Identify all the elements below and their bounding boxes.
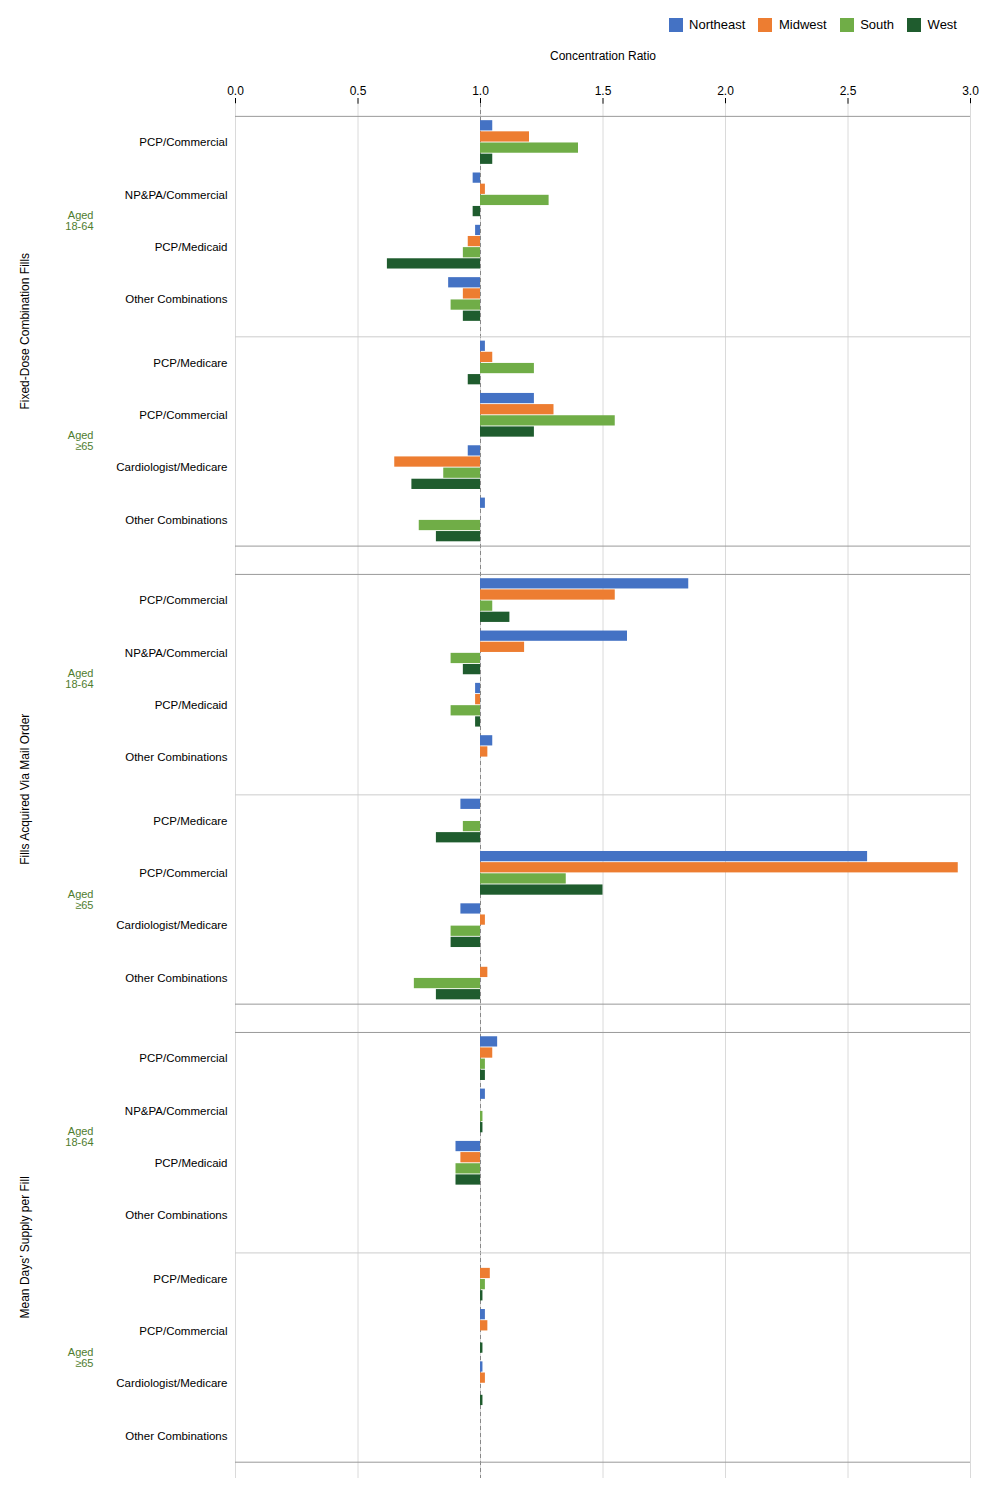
- svg-text:PCP/Commercial: PCP/Commercial: [139, 1325, 227, 1337]
- svg-text:PCP/Medicaid: PCP/Medicaid: [155, 1156, 228, 1168]
- svg-text:3.0: 3.0: [962, 83, 979, 97]
- svg-text:1.0: 1.0: [472, 83, 489, 97]
- html-text:South: South: [860, 17, 895, 32]
- svg-text:PCP/Medicaid: PCP/Medicaid: [155, 240, 228, 252]
- svg-text:PCP/Commercial: PCP/Commercial: [139, 867, 227, 879]
- svg-text:Aged≥65: Aged≥65: [68, 887, 94, 910]
- html-text:Northeast: Northeast: [689, 17, 746, 32]
- svg-text:Other Combinations: Other Combinations: [125, 1429, 228, 1441]
- svg-text:Aged≥65: Aged≥65: [68, 1345, 94, 1368]
- svg-text:NP&PA/Commercial: NP&PA/Commercial: [125, 646, 228, 658]
- svg-text:Aged18-64: Aged18-64: [65, 667, 93, 690]
- svg-text:Fixed-Dose Combination Fills: Fixed-Dose Combination Fills: [18, 252, 32, 409]
- html-text:West: West: [927, 17, 957, 32]
- svg-text:Cardiologist/Medicare: Cardiologist/Medicare: [116, 461, 227, 473]
- svg-text:PCP/Commercial: PCP/Commercial: [139, 408, 227, 420]
- svg-text:Aged≥65: Aged≥65: [68, 429, 94, 452]
- svg-text:PCP/Commercial: PCP/Commercial: [139, 594, 227, 606]
- svg-text:PCP/Medicare: PCP/Medicare: [153, 356, 227, 368]
- svg-text:Aged18-64: Aged18-64: [65, 1125, 93, 1148]
- svg-text:Other Combinations: Other Combinations: [125, 293, 228, 305]
- svg-text:Concentration Ratio: Concentration Ratio: [550, 49, 656, 63]
- svg-text:1.5: 1.5: [595, 83, 612, 97]
- svg-text:NP&PA/Commercial: NP&PA/Commercial: [125, 1104, 228, 1116]
- svg-text:Aged18-64: Aged18-64: [65, 209, 93, 232]
- svg-text:PCP/Medicare: PCP/Medicare: [153, 1272, 227, 1284]
- svg-text:2.5: 2.5: [840, 83, 857, 97]
- svg-text:NP&PA/Commercial: NP&PA/Commercial: [125, 188, 228, 200]
- svg-text:Other Combinations: Other Combinations: [125, 751, 228, 763]
- svg-text:Mean Days’ Supply per Fill: Mean Days’ Supply per Fill: [18, 1176, 32, 1318]
- svg-text:Cardiologist/Medicare: Cardiologist/Medicare: [116, 919, 227, 931]
- svg-text:Other Combinations: Other Combinations: [125, 1209, 228, 1221]
- html-text:Midwest: Midwest: [778, 17, 827, 32]
- svg-text:PCP/Medicaid: PCP/Medicaid: [155, 698, 228, 710]
- svg-text:Other Combinations: Other Combinations: [125, 513, 228, 525]
- svg-text:PCP/Commercial: PCP/Commercial: [139, 1052, 227, 1064]
- svg-text:0.0: 0.0: [227, 83, 244, 97]
- svg-text:PCP/Commercial: PCP/Commercial: [139, 136, 227, 148]
- svg-text:Other Combinations: Other Combinations: [125, 971, 228, 983]
- svg-text:Fills Acquired Via Mail Order: Fills Acquired Via Mail Order: [18, 713, 32, 864]
- svg-text:2.0: 2.0: [717, 83, 734, 97]
- svg-text:PCP/Medicare: PCP/Medicare: [153, 814, 227, 826]
- svg-text:Cardiologist/Medicare: Cardiologist/Medicare: [116, 1377, 227, 1389]
- svg-text:0.5: 0.5: [350, 83, 367, 97]
